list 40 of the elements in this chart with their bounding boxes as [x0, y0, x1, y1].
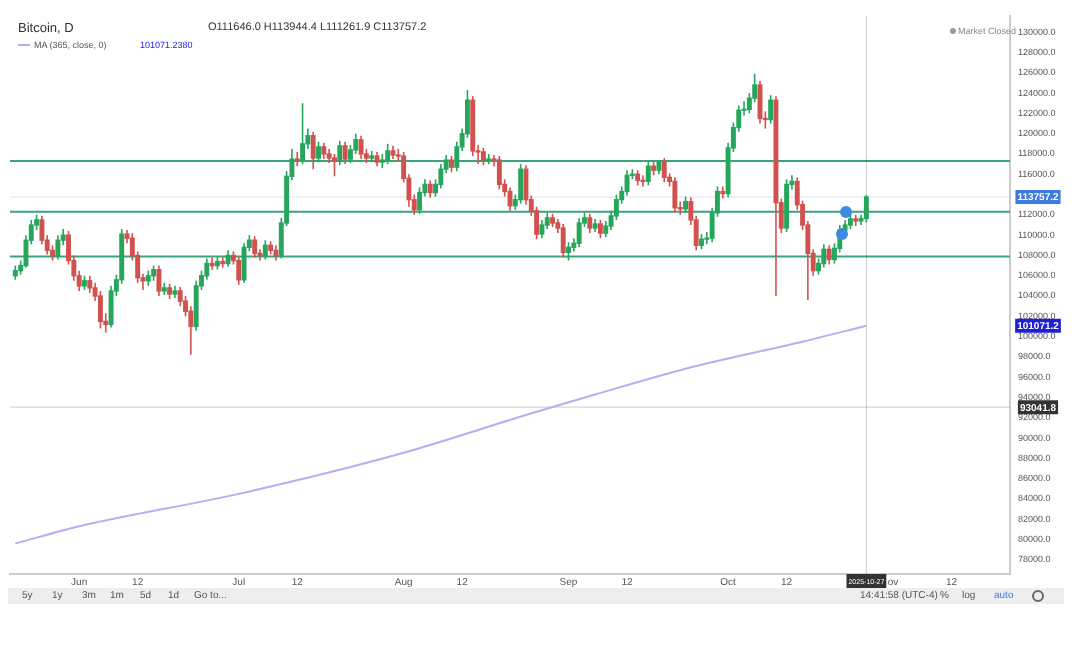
candlestick: [97, 290, 103, 330]
candlestick: [826, 244, 832, 266]
candlestick: [358, 134, 364, 160]
candlestick: [645, 160, 651, 187]
candlestick: [156, 264, 162, 297]
candlestick: [720, 185, 726, 200]
candlestick: [55, 234, 61, 261]
candlestick: [337, 139, 343, 166]
candlestick: [518, 163, 524, 205]
candlestick: [597, 219, 603, 239]
candlestick: [863, 194, 869, 224]
candlestick: [539, 219, 545, 239]
candlestick: [661, 157, 667, 184]
candlestick: [417, 186, 423, 215]
candlestick: [252, 235, 258, 259]
candlestick: [294, 151, 300, 167]
candlestick: [768, 94, 774, 125]
candlestick: [316, 141, 321, 163]
candlestick: [784, 178, 790, 233]
candlestick: [672, 176, 678, 214]
candlestick: [262, 239, 268, 261]
candlestick: [241, 242, 247, 284]
line-series: [14, 324, 868, 545]
candlestick: [220, 256, 226, 269]
candlestick: [821, 243, 827, 269]
candlestick: [353, 132, 359, 155]
candlestick: [438, 163, 444, 190]
candlestick: [332, 153, 337, 178]
candlestick: [310, 130, 316, 170]
candlestick: [496, 155, 502, 191]
candlestick: [566, 241, 571, 262]
candlestick: [560, 223, 566, 259]
candlestick: [39, 215, 45, 246]
candlestick: [300, 102, 306, 165]
candlestick: [236, 255, 242, 286]
candlestick: [342, 141, 348, 165]
candlestick: [209, 256, 215, 271]
candlestick: [576, 217, 582, 249]
candlestick: [587, 213, 593, 234]
candlestick: [385, 143, 391, 165]
